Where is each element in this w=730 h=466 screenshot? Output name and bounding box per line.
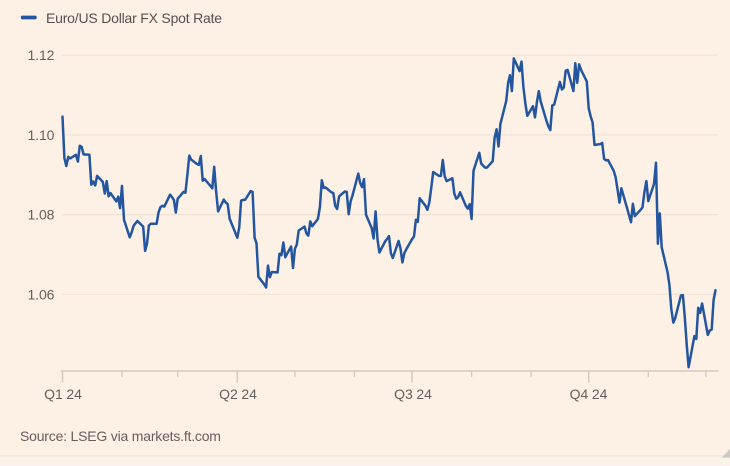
svg-text:Q2 24: Q2 24 <box>219 386 257 402</box>
svg-text:Q3 24: Q3 24 <box>394 386 432 402</box>
svg-text:Source: LSEG via markets.ft.co: Source: LSEG via markets.ft.com <box>20 428 221 444</box>
svg-text:1.06: 1.06 <box>28 286 55 302</box>
svg-text:1.10: 1.10 <box>28 127 55 143</box>
svg-text:1.12: 1.12 <box>28 47 55 63</box>
svg-text:1.08: 1.08 <box>28 207 55 223</box>
svg-text:Q4 24: Q4 24 <box>570 386 608 402</box>
svg-text:Q1 24: Q1 24 <box>44 386 82 402</box>
svg-text:Euro/US Dollar FX Spot Rate: Euro/US Dollar FX Spot Rate <box>46 10 222 26</box>
